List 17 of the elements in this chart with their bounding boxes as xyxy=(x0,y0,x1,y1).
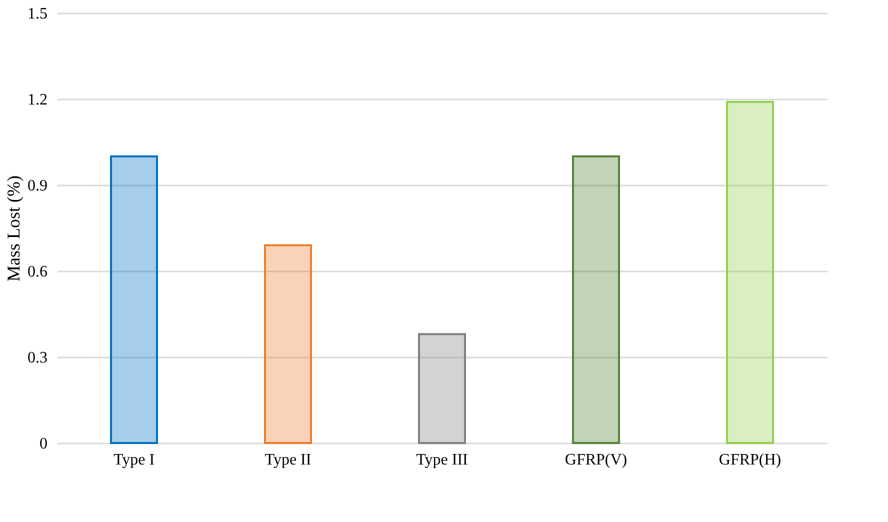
x-tick-label: Type I xyxy=(113,452,155,468)
y-tick-label: 1.2 xyxy=(28,92,48,108)
y-tick-label: 0 xyxy=(40,436,48,452)
x-tick-label: GFRP(H) xyxy=(718,452,782,468)
bar xyxy=(726,100,774,444)
bar xyxy=(110,155,158,444)
bar xyxy=(264,244,312,444)
x-tick-label: GFRP(V) xyxy=(564,452,628,468)
x-tick-label: Type II xyxy=(264,452,312,468)
y-tick-label: 0.6 xyxy=(28,264,48,280)
bar xyxy=(572,155,620,444)
y-tick-label: 0.9 xyxy=(28,178,48,194)
bar xyxy=(418,333,466,444)
y-axis-title: Mass Lost (%) xyxy=(4,176,24,282)
x-tick-label: Type III xyxy=(416,452,468,468)
y-tick-label: 1.5 xyxy=(28,6,48,22)
y-tick-label: 0.3 xyxy=(28,350,48,366)
